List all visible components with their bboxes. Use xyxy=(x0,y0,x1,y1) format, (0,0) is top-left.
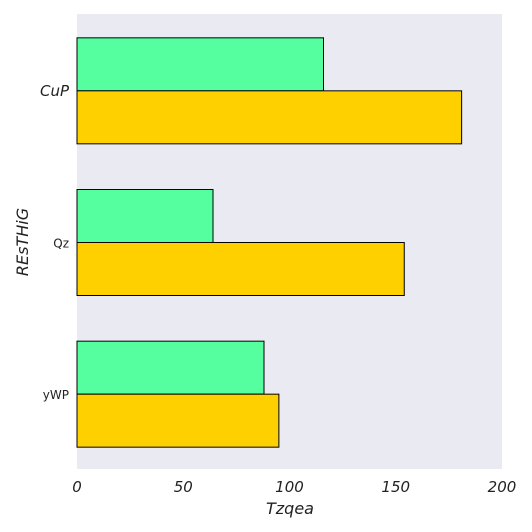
bar-Qz-series-1 xyxy=(76,189,214,243)
bar-yWP-series-2 xyxy=(76,393,280,448)
bars-layer xyxy=(76,37,463,448)
y-axis-title: REsTHiG xyxy=(13,208,32,276)
x-tick-label-150: 150 xyxy=(381,478,410,496)
x-tick-label-50: 50 xyxy=(174,478,193,496)
x-tick-label-0: 0 xyxy=(72,478,82,496)
x-tick-label-200: 200 xyxy=(488,478,517,496)
ticks-layer: CuP Qz yWP 0 50 100 150 200 xyxy=(40,82,516,496)
x-axis-title: Tzqea xyxy=(266,499,314,518)
x-tick-label-100: 100 xyxy=(275,478,304,496)
y-tick-label-CuP: CuP xyxy=(40,82,70,100)
bar-yWP-series-1 xyxy=(76,340,265,395)
y-tick-label-yWP: yWP xyxy=(43,388,69,402)
bar-CuP-series-1 xyxy=(76,37,324,92)
bar-CuP-series-2 xyxy=(76,90,463,145)
y-tick-label-Qz: Qz xyxy=(53,237,69,251)
bar-Qz-series-2 xyxy=(76,242,405,296)
